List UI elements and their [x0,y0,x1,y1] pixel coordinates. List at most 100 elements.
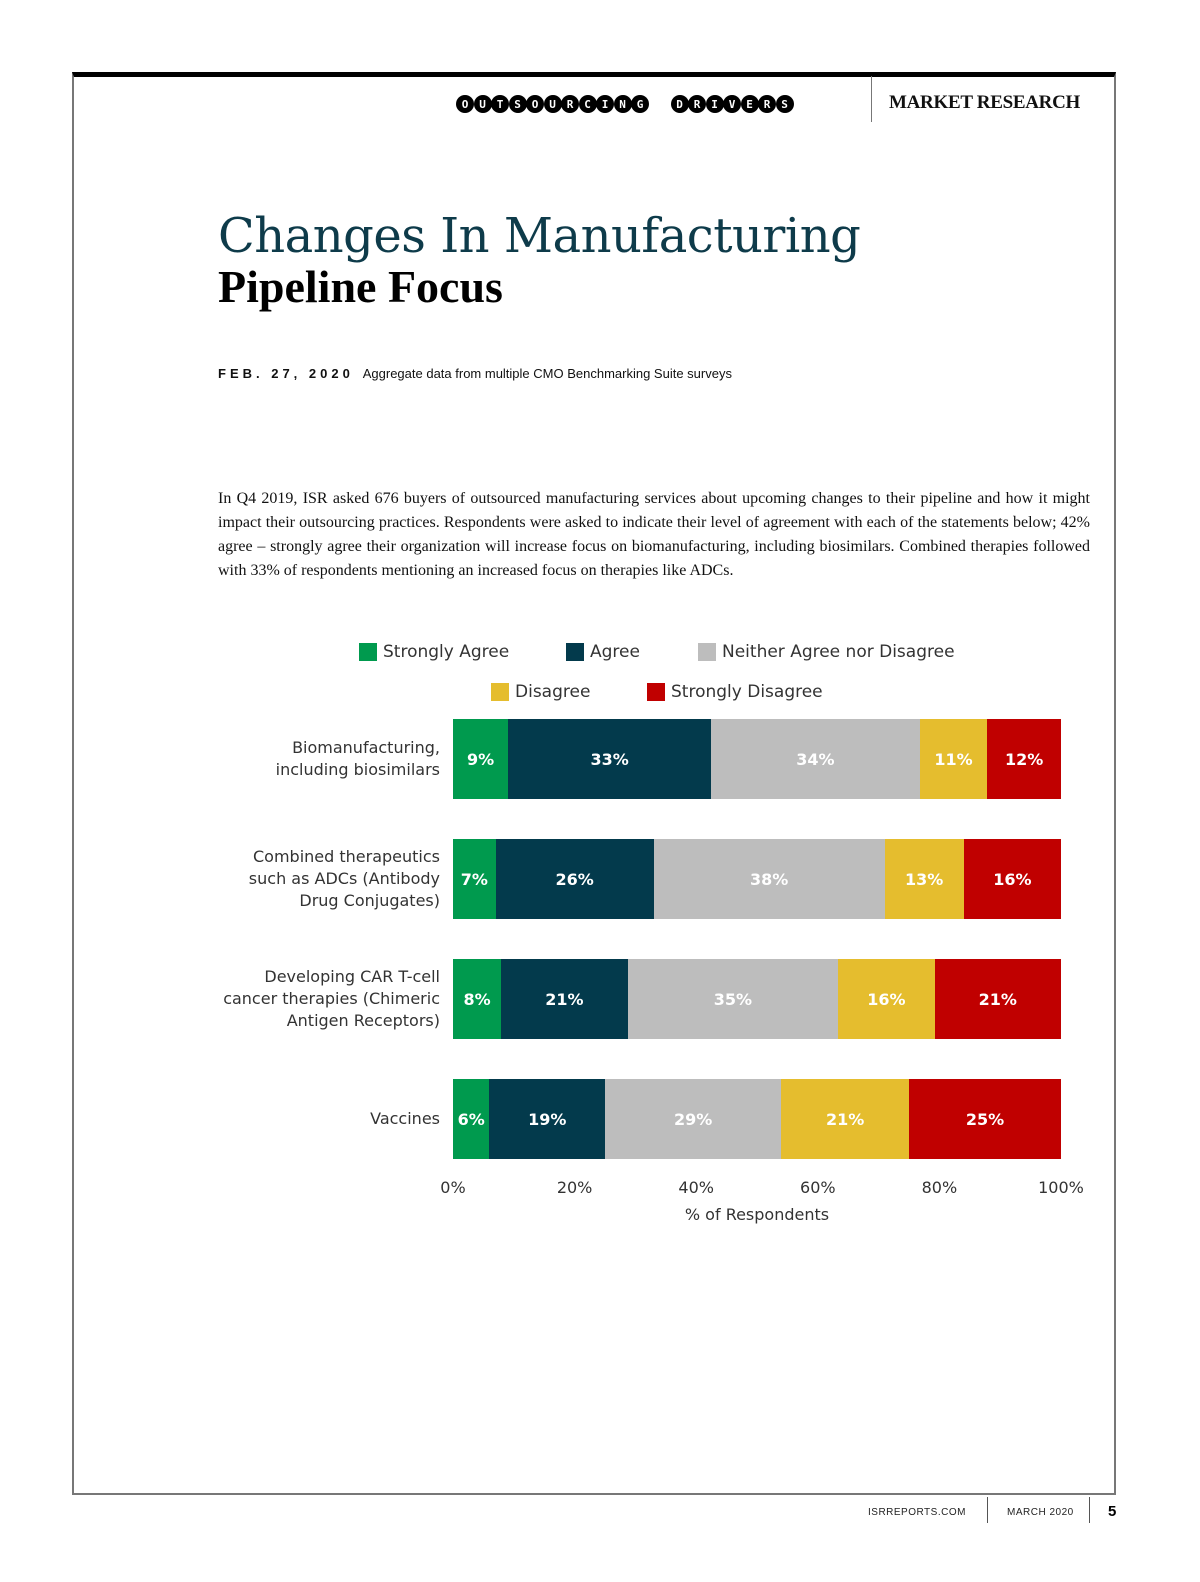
article-meta: FEB. 27, 2020 Aggregate data from multip… [218,366,732,381]
x-tick-label: 20% [556,1178,593,1197]
bar-segment: 38% [653,839,885,919]
legend-swatch [698,643,716,661]
brand-letter: R [688,95,706,113]
footer-divider [987,1497,988,1523]
legend-item: Disagree [491,682,590,702]
brand-letter: E [740,95,759,113]
data-label: 21% [826,1109,865,1129]
footer-issue: MARCH 2020 [1007,1507,1074,1518]
bar-segment: 16% [963,839,1061,919]
x-tick-label: 40% [678,1178,714,1197]
legend-item: Strongly Agree [359,642,509,662]
bar-segment: 35% [627,959,839,1039]
bar-segment: 12% [987,719,1061,799]
data-label: 6% [457,1109,485,1129]
data-label: 7% [460,869,488,889]
bar-segment: 16% [838,959,935,1039]
category-label: Vaccines [370,1109,440,1128]
legend-swatch [566,643,584,661]
brand-letter: V [723,95,741,113]
page-frame [72,72,1116,1495]
bar-segment: 9% [453,719,509,799]
footer-divider [1089,1497,1090,1523]
legend-swatch [647,683,665,701]
data-label: 35% [713,989,753,1009]
bar-segment: 33% [508,719,711,799]
category-label: Developing CAR T-cell cancer therapies (C… [223,967,440,1030]
brand-letter: I [705,95,724,113]
bar-segment: 13% [884,839,964,919]
body-paragraph: In Q4 2019, ISR asked 676 buyers of outs… [218,490,1090,579]
bar-segment: 21% [934,959,1061,1039]
brand-letter: G [631,95,649,113]
legend-label: Strongly Agree [383,642,510,662]
bar-row: 6% 19% 29% 21% 25% [453,1079,1061,1159]
footer-site: ISRREPORTS.COM [868,1507,966,1518]
legend-item: Agree [566,642,640,662]
page-number: 5 [1108,1503,1117,1520]
x-tick-label: 0% [440,1178,466,1197]
brand-letter: O [456,95,474,113]
data-label: 25% [965,1109,1005,1129]
bar-segment: 21% [781,1079,909,1159]
bar-row: 7% 26% 38% 13% 16% [453,839,1061,919]
brand-letter: T [491,95,509,113]
bar-segment: 26% [495,839,654,919]
brand-letter: D [670,95,689,113]
legend-label: Strongly Disagree [671,682,823,702]
legend-item: Strongly Disagree [647,682,823,702]
data-label: 11% [934,749,973,769]
data-label: 8% [463,989,491,1009]
bar-segment: 34% [710,719,920,799]
bar-segment: 25% [909,1079,1061,1159]
bar-segment: 19% [489,1079,605,1159]
bar-row: 8% 21% 35% 16% 21% [453,959,1061,1039]
category-label: Combined therapeutics such as ADCs (Antib… [248,847,440,910]
brand-letter: U [473,95,492,113]
brand-letter: S [508,95,527,113]
bar-segment: 11% [919,719,988,799]
brand-letter: O [526,95,544,113]
page-title-line1: Changes In Manufacturing [218,208,861,264]
data-label: 33% [590,749,629,769]
bar-segment: 8% [453,959,502,1039]
page-title-line2: Pipeline Focus [218,261,503,312]
bar-segment: 29% [605,1079,782,1159]
legend-label: Neither Agree nor Disagree [722,642,955,662]
data-label: 16% [867,989,906,1009]
legend-label: Disagree [515,682,591,702]
bar-row: 9% 33% 34% 11% 12% [453,719,1061,799]
bar-segment: 21% [501,959,628,1039]
data-label: 16% [993,869,1032,889]
category-label: Biomanufacturing, including biosimilars [275,738,440,779]
legend-label: Agree [590,642,640,662]
brand-letter: U [543,95,562,113]
brand-letter: C [578,95,597,113]
brand-letter: R [758,95,776,113]
legend-swatch [491,683,509,701]
data-label: 21% [978,989,1017,1009]
brand-letter: R [561,95,579,113]
legend-item: Neither Agree nor Disagree [698,642,955,662]
x-axis-label: % of Respondents [684,1205,830,1224]
data-label: 21% [545,989,584,1009]
bar-segment: 7% [453,839,496,919]
data-label: 12% [1004,749,1044,769]
section-label: MARKET RESEARCH [889,92,1080,113]
data-label: 38% [749,869,789,889]
legend-swatch [359,643,377,661]
data-label: 9% [467,749,495,769]
data-label: 34% [796,749,835,769]
data-label: 26% [555,869,594,889]
x-tick-label: 100% [1038,1178,1084,1197]
data-label: 29% [674,1109,713,1129]
source-note: Aggregate data from multiple CMO Benchma… [362,366,732,381]
publish-date: FEB. 27, 2020 [218,366,354,381]
data-label: 13% [905,869,944,889]
header-divider [871,76,872,122]
brand-letter: N [613,95,632,113]
x-tick-label: 80% [921,1178,958,1197]
